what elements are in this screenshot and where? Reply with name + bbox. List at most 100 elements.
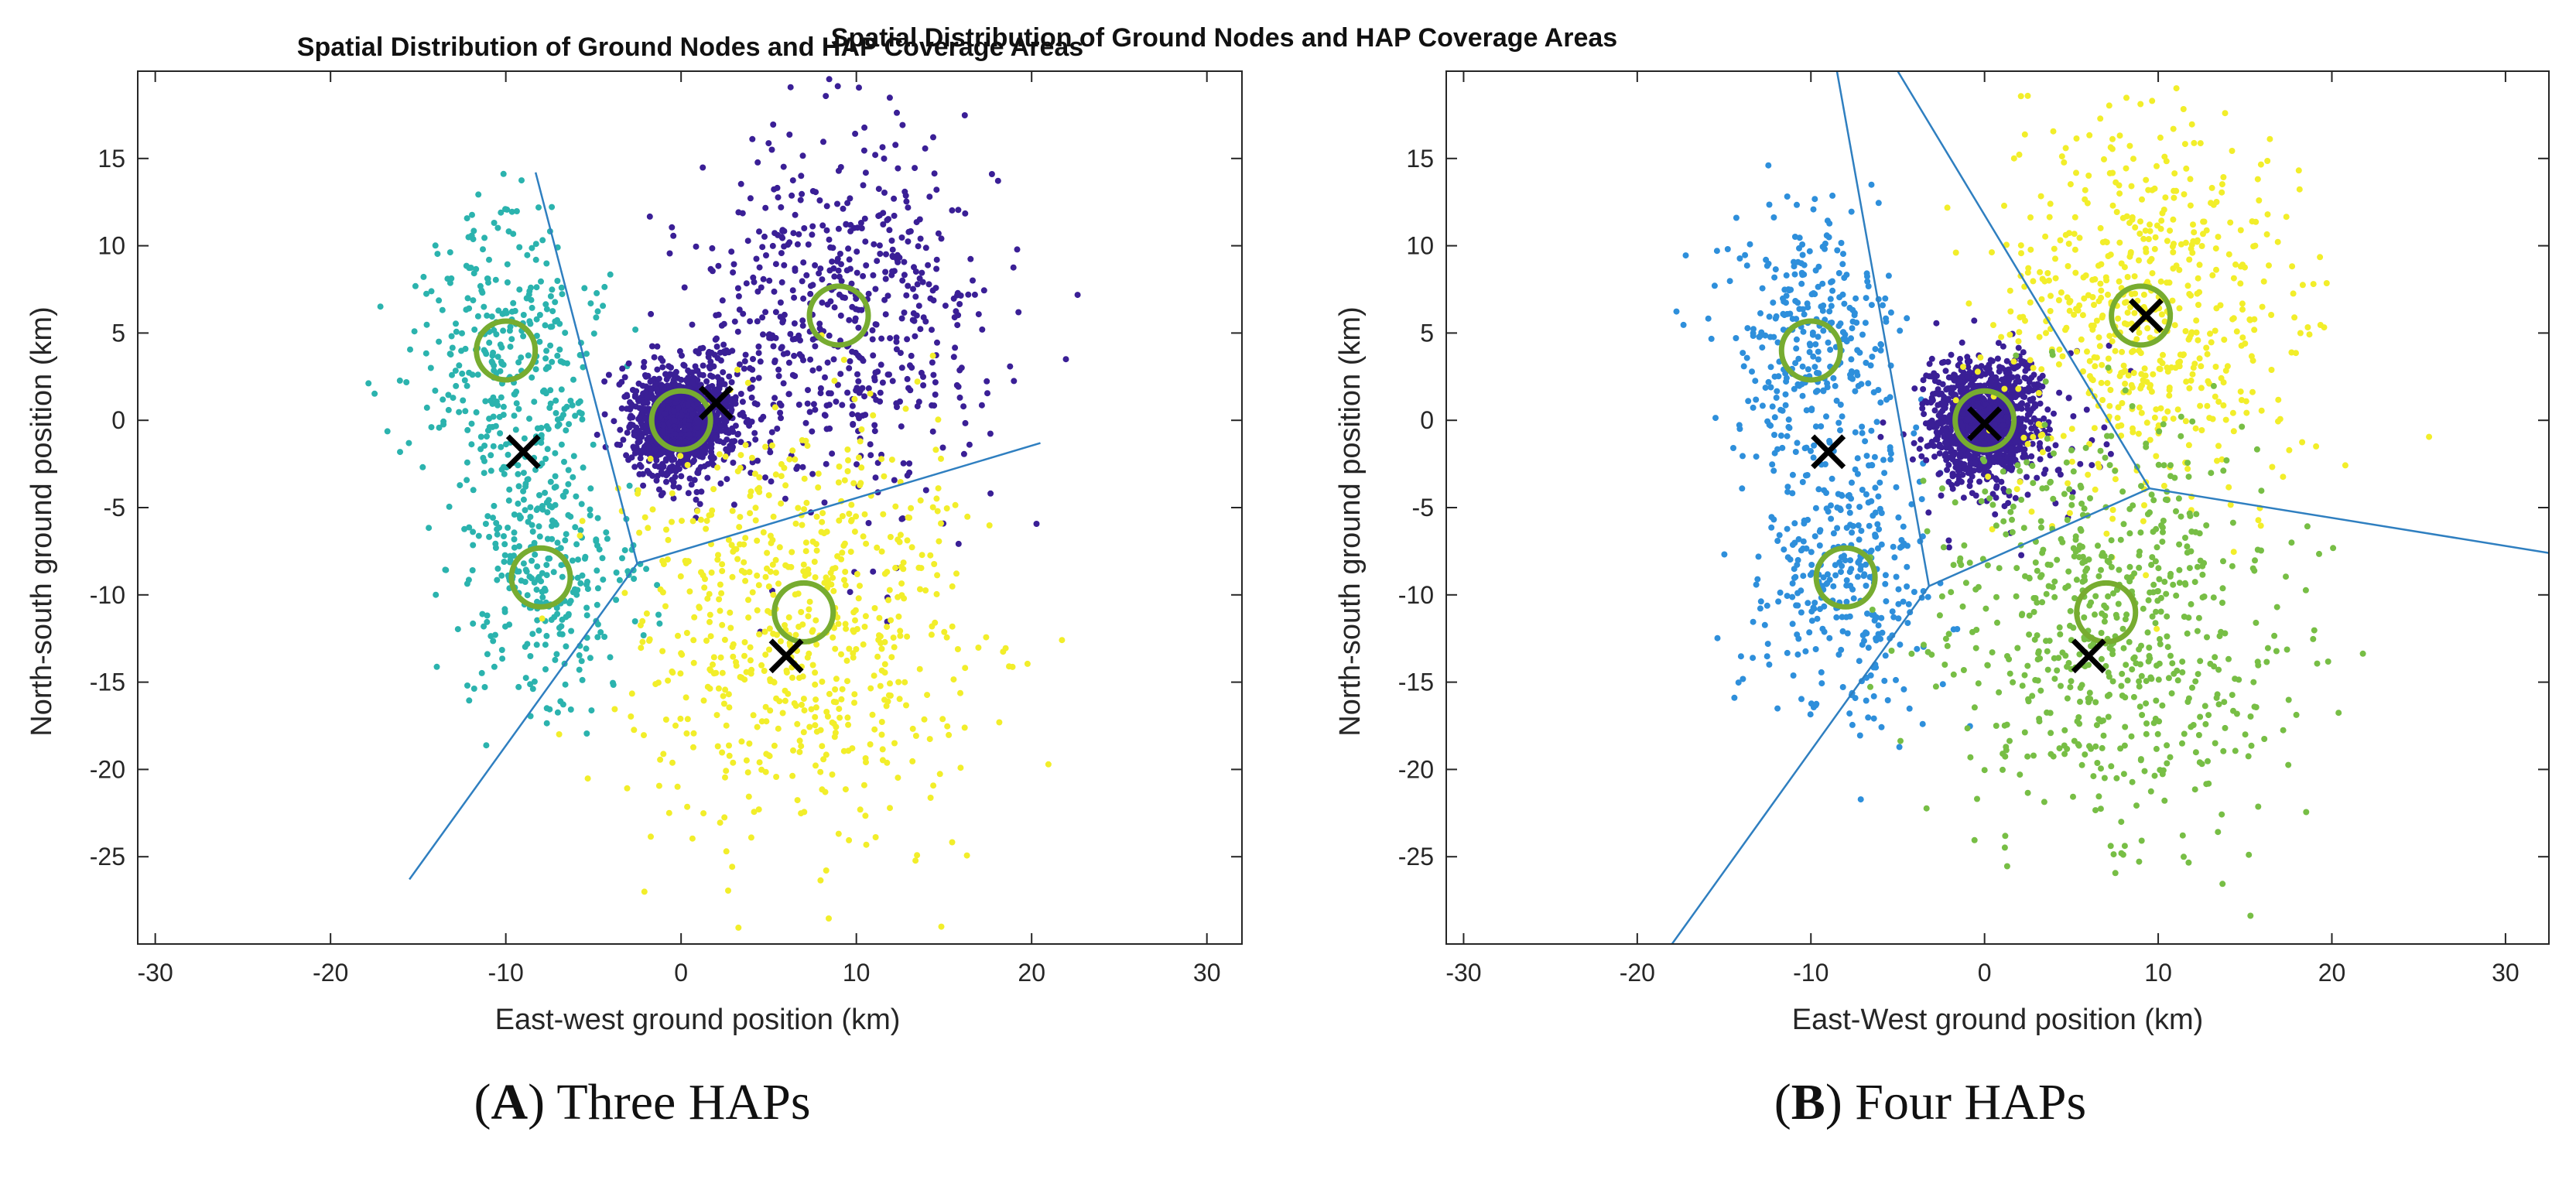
data-point [1724,246,1731,252]
data-point [1804,472,1811,478]
data-point [440,421,447,428]
data-point [799,278,806,285]
data-point [939,444,946,451]
data-point [723,848,730,855]
data-point [1714,634,1721,641]
data-point [894,404,900,410]
data-point [819,679,826,685]
data-point [1848,208,1855,215]
data-point [835,621,842,628]
data-point [2027,396,2034,403]
data-point [844,468,851,474]
data-point [860,147,867,154]
data-point [547,478,554,485]
data-point [551,614,558,621]
data-point [895,679,902,686]
data-point [720,440,727,446]
data-point [1815,348,1822,355]
data-point [1815,486,1822,493]
data-point [1883,598,1890,605]
data-point [557,698,564,705]
data-point [448,333,455,340]
data-point [709,245,716,251]
data-point [562,330,569,337]
data-point [801,506,808,513]
data-point [715,311,722,318]
data-point [1812,341,1819,347]
data-point [552,318,559,325]
data-point [822,374,828,381]
data-point [834,381,841,388]
data-point [1867,362,1874,369]
data-point [836,251,843,257]
data-point [655,422,662,429]
data-point [631,618,638,624]
data-point [1921,411,1928,418]
data-point [737,439,744,446]
data-point [912,333,919,340]
data-point [734,468,741,475]
data-point [735,209,742,216]
user-center-circle [474,318,539,383]
chart-title: Spatial Distribution of Ground Nodes and… [297,32,1083,62]
y-tick-label: 0 [111,406,125,434]
data-point [1795,535,1802,542]
data-point [770,343,777,350]
data-point [670,377,677,384]
data-point [493,520,500,526]
data-point [904,537,911,544]
data-point [496,524,502,531]
data-point [860,182,867,189]
data-point [635,427,642,434]
data-point [1705,315,1712,322]
data-point [744,379,751,386]
data-point [2019,416,2026,422]
data-point [881,156,888,162]
data-point [549,308,556,315]
data-point [1770,516,1777,523]
data-point [915,303,922,310]
data-point [1920,377,1927,384]
data-point [480,246,486,253]
data-point [1794,651,1801,658]
data-point [741,357,748,364]
data-point [721,636,728,643]
data-point [762,573,769,580]
data-point [523,568,530,575]
data-point [741,569,748,576]
data-point [1868,498,1875,504]
data-point [879,746,886,753]
data-point [730,653,737,660]
data-point [729,573,736,580]
data-point [727,403,734,410]
data-point [1737,653,1744,660]
data-point [793,465,800,472]
data-point [926,736,933,743]
data-point [1776,532,1783,539]
data-point [670,495,677,502]
data-point [624,429,631,436]
data-point [881,661,888,668]
data-point [1854,573,1861,580]
data-point [1949,452,1956,458]
data-point [867,390,874,397]
data-point [689,321,696,328]
data-point [522,507,529,514]
data-point [1810,454,1817,461]
data-point [807,356,814,363]
data-point [792,703,799,710]
data-point [1803,407,1810,414]
data-point [871,241,877,248]
data-point [2052,442,2059,449]
data-point [775,366,782,373]
data-point [547,323,554,330]
data-point [527,681,534,688]
data-point [903,292,910,299]
data-point [1783,292,1790,299]
data-point [1846,569,1853,576]
data-point [569,402,576,409]
data-point [1924,443,1931,450]
data-point [907,387,914,394]
x-tick-label: 10 [843,959,871,987]
data-point [816,325,823,332]
